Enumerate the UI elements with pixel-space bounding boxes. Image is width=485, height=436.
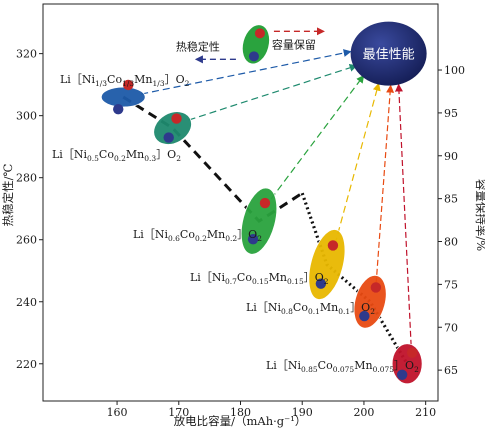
material-label: Li［Ni0.6Co0.2Mn0.2］O2: [133, 228, 262, 243]
arrows-to-best: [141, 49, 412, 346]
y-left-tick-label: 220: [16, 358, 37, 371]
x-tick-label: 210: [415, 406, 436, 419]
trend-line-dashed: [122, 95, 304, 224]
y-left-tick-label: 240: [16, 296, 37, 309]
material-label: Li［Ni1/3Co1/3Mn1/3］O2: [60, 73, 190, 88]
material-label: Li［Ni0.7Co0.15Mn0.15］O2: [190, 271, 329, 286]
capacity-retention-dot: [327, 240, 339, 251]
material-label: Li［Ni0.8Co0.1Mn0.1］O2: [246, 301, 375, 316]
thermal-stability-dot: [163, 132, 174, 143]
legend-thermal-dot: [248, 51, 259, 62]
material-ellipse: [153, 111, 192, 145]
best-performance-circle: [350, 21, 427, 86]
legend: 容量保留 热稳定性: [176, 24, 325, 65]
material-marker: [353, 274, 387, 329]
x-tick-label: 180: [230, 406, 251, 419]
material-ellipse: [308, 229, 346, 300]
arrow-to-best: [270, 74, 365, 200]
y-left-tick-label: 300: [16, 110, 37, 123]
x-axis-title: 放电比容量/（mAh·g⁻¹）: [174, 414, 307, 428]
material-label: Li［Ni0.85Co0.075Mn0.075］O2: [266, 359, 419, 374]
y-left-tick-label: 280: [16, 172, 37, 185]
capacity-retention-dot: [406, 347, 418, 358]
capacity-retention-dot: [370, 282, 382, 293]
arrow-to-best: [375, 84, 395, 284]
material-marker: [153, 111, 192, 145]
y-right-tick-label: 80: [444, 236, 458, 249]
capacity-retention-dot: [123, 79, 134, 91]
material-ellipse: [240, 187, 278, 255]
x-tick-label: 170: [168, 406, 189, 419]
y-left-tick-label: 320: [16, 48, 37, 61]
y-right-tick-label: 70: [444, 321, 458, 334]
y-left-tick-label: 260: [16, 234, 37, 247]
thermal-stability-dot: [359, 310, 370, 322]
arrow-to-best: [188, 63, 358, 121]
thermal-stability-dot: [315, 278, 327, 289]
capacity-retention-dot: [259, 197, 271, 209]
material-labels: Li［Ni1/3Co1/3Mn1/3］O2 Li［Ni0.5Co0.2Mn0.3］…: [52, 73, 419, 374]
y-right-tick-label: 90: [444, 150, 458, 163]
y-axis-right-title: 容量保持率/%: [474, 179, 485, 251]
material-ellipse: [100, 86, 146, 108]
arrow-to-best: [141, 49, 352, 95]
material-marker: [391, 343, 423, 385]
material-label: Li［Ni0.5Co0.2Mn0.3］O2: [52, 148, 181, 163]
arrow-to-best: [394, 83, 412, 346]
material-marker: [308, 229, 346, 300]
x-tick-label: 190: [292, 406, 313, 419]
thermal-stability-dot: [396, 369, 408, 380]
y-right-tick-label: 100: [444, 64, 465, 77]
legend-capacity-dot: [254, 28, 265, 39]
arrow-to-best: [334, 82, 381, 245]
capacity-retention-dot: [171, 113, 182, 124]
thermal-stability-dot: [247, 233, 259, 245]
best-performance-group: 最佳性能: [350, 21, 427, 86]
x-tick-label: 160: [107, 406, 128, 419]
x-tick-label: 200: [353, 406, 374, 419]
material-marker: [240, 187, 278, 255]
y-right-tick-label: 85: [444, 193, 458, 206]
material-markers: [100, 79, 423, 385]
y-right-tick-label: 65: [444, 364, 458, 377]
axis-ticks: 160 170 180 190 200 210 220 240 260 280 300 320 65 70…: [16, 48, 465, 419]
legend-thermal-label: 热稳定性: [176, 39, 220, 53]
thermal-stability-dot: [113, 103, 124, 115]
legend-capacity-label: 容量保留: [272, 37, 316, 51]
best-performance-label: 最佳性能: [363, 48, 415, 63]
y-axis-left-title: 热稳定性/℃: [1, 164, 15, 227]
trend-lines: [122, 95, 409, 365]
y-right-tick-label: 95: [444, 107, 458, 120]
y-right-tick-label: 75: [444, 278, 458, 291]
material-marker: [100, 79, 146, 115]
